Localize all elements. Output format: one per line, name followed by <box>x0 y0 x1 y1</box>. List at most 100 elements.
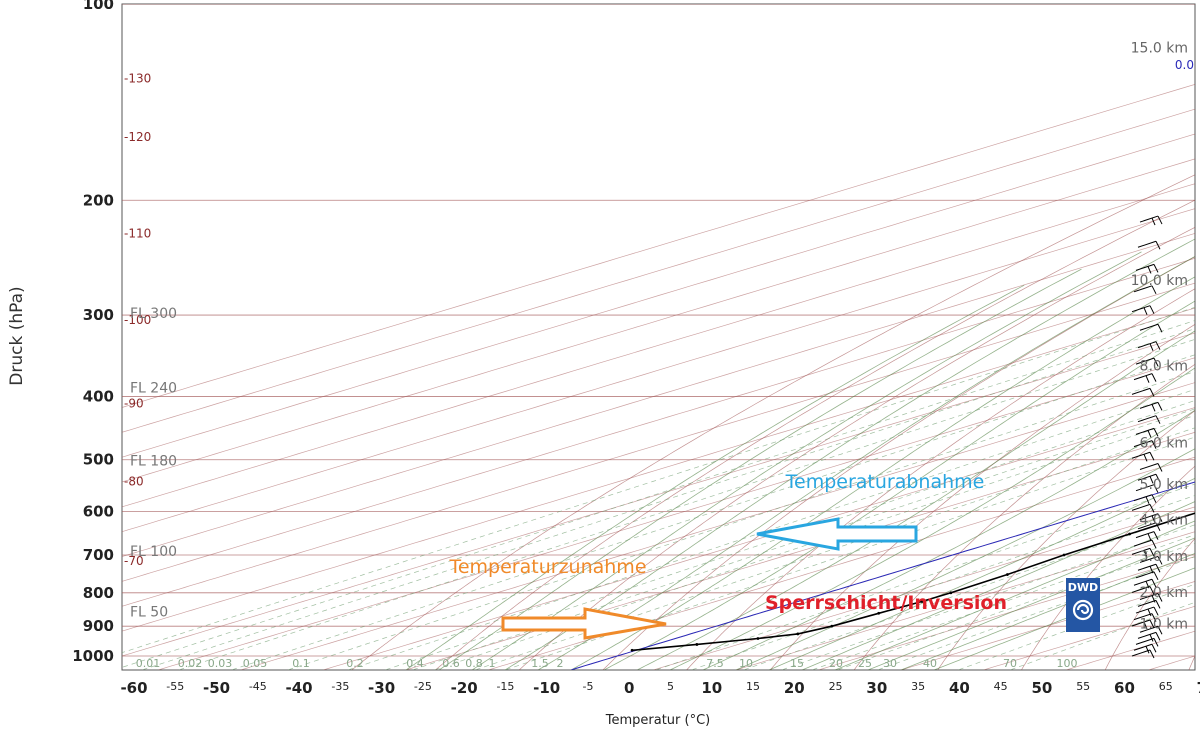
wind-barb-flag <box>1151 644 1157 653</box>
altitude-label: -80 <box>124 475 144 489</box>
mixing-ratio-line <box>122 306 1195 654</box>
wind-barb-flag <box>1157 215 1163 225</box>
moist-adiabat-line <box>604 300 1195 670</box>
flight-level-label: FL 50 <box>130 604 168 620</box>
wind-barb-flag <box>1149 586 1155 595</box>
wind-barb <box>1137 473 1161 484</box>
flight-level-label: FL 300 <box>130 306 177 322</box>
dry-adiabat-line <box>686 288 1195 670</box>
mixing-ratio-label: 100 <box>1057 657 1078 670</box>
wind-barb <box>1133 613 1157 622</box>
x-minor-tick-label: 55 <box>1076 680 1090 693</box>
dry-adiabat-line <box>770 323 1195 670</box>
isotherm-line <box>122 282 1195 607</box>
isotherm-line <box>818 556 1195 670</box>
wind-barb <box>1137 415 1161 424</box>
mixing-ratio-line <box>288 371 1195 670</box>
wind-barb <box>1137 631 1161 642</box>
wind-barb <box>1131 619 1155 630</box>
wind-barb <box>1139 555 1163 565</box>
wind-barb-staff <box>1139 513 1159 521</box>
wind-barb-flag <box>1155 415 1161 424</box>
mixing-ratio-label: 10 <box>739 657 753 670</box>
warming-label: Temperaturzunahme <box>448 556 646 578</box>
x-tick-label: 50 <box>1031 679 1052 697</box>
wind-barb-flag <box>1155 600 1161 609</box>
wind-barb-flag <box>1153 606 1159 616</box>
wind-barb-staff <box>1139 593 1159 600</box>
wind-barb-staff <box>1135 263 1155 271</box>
y-tick-label: 900 <box>83 617 114 635</box>
wind-barb-staff <box>1137 522 1157 530</box>
wind-barb-staff <box>1131 387 1151 395</box>
wind-barb <box>1133 440 1157 449</box>
wind-barb-flag <box>1151 373 1157 382</box>
wind-barb-flag <box>1153 264 1159 273</box>
wind-barb-flag <box>1157 513 1163 522</box>
mixing-ratio-line <box>348 388 1195 670</box>
altitude-km-label: 15.0 km <box>1131 40 1188 56</box>
wind-barb-staff <box>1133 539 1153 547</box>
isotherm-line <box>901 581 1195 670</box>
profile-point <box>920 600 924 603</box>
dry-adiabat-line <box>1104 537 1195 670</box>
y-tick-label: 200 <box>83 191 114 209</box>
moist-adiabat-line <box>670 367 1195 670</box>
moist-adiabat-line <box>934 567 1195 670</box>
wind-barb-staff <box>1133 373 1153 381</box>
x-minor-tick-label: 65 <box>1159 680 1173 693</box>
profile-point <box>877 611 881 615</box>
wind-barb-flag <box>1151 440 1157 449</box>
wind-barb-flag <box>1151 217 1156 226</box>
mixing-ratio-label: 2 <box>557 657 564 670</box>
mixing-ratio-label: 0.2 <box>346 657 364 670</box>
x-tick-label: 60 <box>1114 679 1135 697</box>
flight-level-label: FL 180 <box>130 454 177 470</box>
inversion-label: Sperrschicht/Inversion <box>765 592 1007 614</box>
altitude-km-label: 10.0 km <box>1131 273 1188 289</box>
profile-point <box>630 648 634 652</box>
wind-barb-staff <box>1137 341 1157 349</box>
wind-barb <box>1137 341 1161 351</box>
x-tick-label: -30 <box>368 679 395 697</box>
isotherm-line <box>653 506 1195 670</box>
y-tick-label: 500 <box>83 451 114 469</box>
wind-barb-flag <box>1153 357 1159 367</box>
mixing-ratio-label: 25 <box>858 657 872 670</box>
isotherm-line <box>122 108 1195 433</box>
isotherm-line <box>122 307 1195 632</box>
wind-barb-flag <box>1151 613 1157 622</box>
wind-barb-staff <box>1137 240 1157 248</box>
wind-barb-staff <box>1133 494 1153 502</box>
wind-barb-flag <box>1147 266 1152 274</box>
altitude-km-label: 5.0 km <box>1140 477 1188 493</box>
wind-barb-staff <box>1131 503 1151 511</box>
moist-adiabat-line <box>703 409 1195 670</box>
mixing-ratio-line <box>656 483 1195 670</box>
wind-barb-staff <box>1131 585 1151 593</box>
altitude-km-label: 6.0 km <box>1140 435 1188 451</box>
wind-barb-flag <box>1143 454 1148 462</box>
wind-barb-flag <box>1155 632 1161 641</box>
moist-adiabat-line <box>868 537 1195 670</box>
wind-barb-staff <box>1133 578 1153 586</box>
wind-barb <box>1135 427 1159 438</box>
y-tick-label: 600 <box>83 502 114 520</box>
flight-level-label: FL 100 <box>130 544 177 560</box>
wind-barb <box>1139 625 1163 635</box>
altitude-label: -130 <box>124 71 151 85</box>
wind-barb <box>1139 513 1163 523</box>
x-tick-label: -40 <box>286 679 313 697</box>
x-minor-tick-label: 5 <box>667 680 674 693</box>
mixing-ratio-label: 40 <box>923 657 937 670</box>
wind-barb-staff <box>1139 215 1159 223</box>
mixing-ratio-label: 70 <box>1003 657 1017 670</box>
x-tick-label: -10 <box>533 679 560 697</box>
wind-barb-flag <box>1157 402 1163 411</box>
profile-point <box>796 632 800 636</box>
x-tick-label: 70 <box>1197 679 1200 697</box>
mixing-ratio-line <box>142 328 1195 670</box>
wind-barb-flag <box>1145 646 1150 654</box>
dry-adiabat-line <box>853 363 1195 670</box>
wind-barb-flag <box>1153 531 1159 540</box>
